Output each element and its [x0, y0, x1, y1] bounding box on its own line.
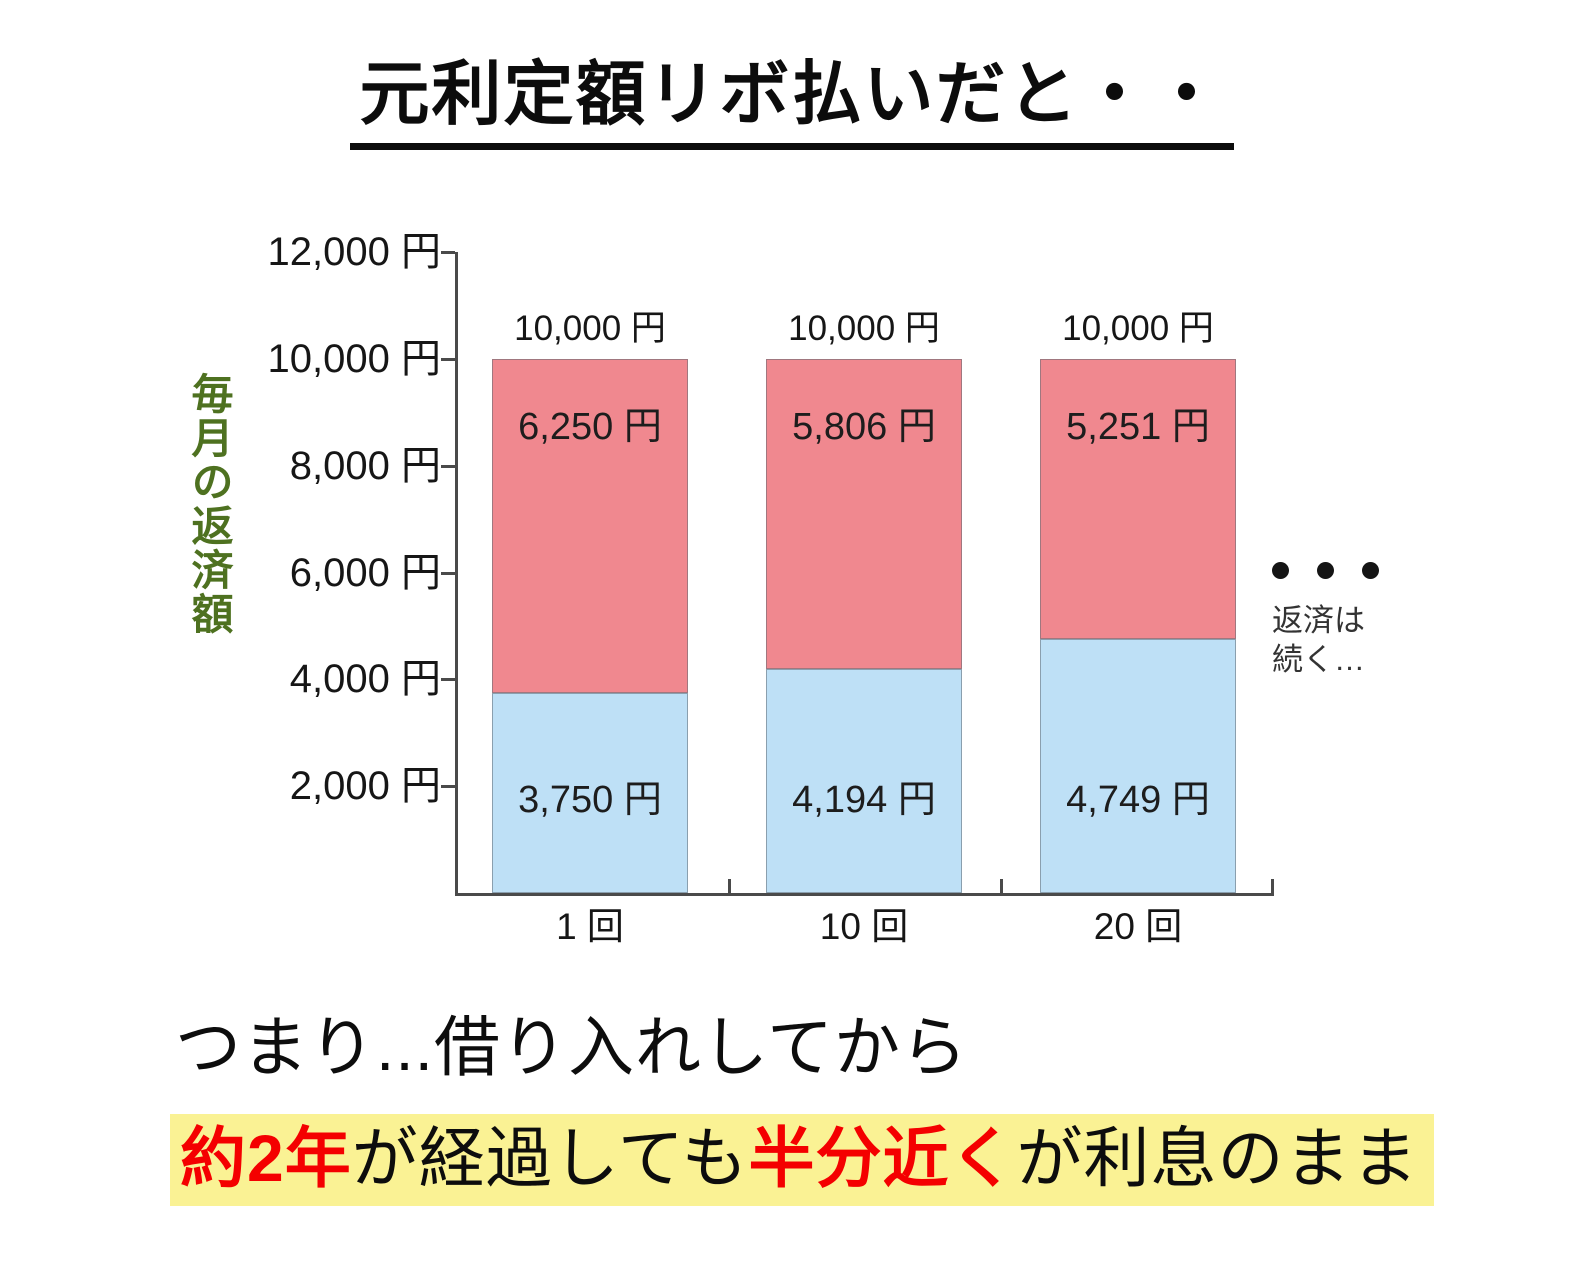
dot-icon [1317, 562, 1334, 579]
y-tick-mark [441, 357, 455, 361]
x-tick-mark [728, 879, 731, 893]
bar-segment-pink [492, 358, 688, 693]
pink-segment-value-label: 5,251 円 [1066, 405, 1210, 448]
bar-total-label: 10,000 円 [1062, 308, 1214, 348]
bar-total-label: 10,000 円 [514, 308, 666, 348]
y-tick-label: 10,000 円 [267, 336, 441, 381]
bar-segment-blue [766, 668, 962, 893]
dot-icon [1272, 562, 1289, 579]
continuation-note-line1: 返済は [1272, 603, 1365, 638]
caption-accent-2: 半分近く [748, 1121, 1017, 1195]
caption-plain-2: が利息のまま [1016, 1121, 1419, 1195]
x-category-label: 1 回 [556, 906, 624, 947]
y-tick-label: 12,000 円 [267, 230, 441, 274]
y-tick-label: 4,000 円 [289, 657, 441, 702]
y-tick-mark [441, 464, 455, 468]
caption-line2-highlight: 約2年が経過しても半分近くが利息のまま [170, 1114, 1435, 1206]
y-tick-mark [441, 678, 455, 682]
page-title: 元利定額リボ払いだと・・ [349, 56, 1234, 150]
y-tick-label: 8,000 円 [289, 443, 441, 488]
continuation-note-line2: 続く… [1272, 642, 1365, 677]
bar-segment-blue [492, 692, 688, 893]
x-tick-mark [1271, 879, 1274, 893]
x-category-label: 20 回 [1093, 906, 1183, 947]
y-tick-mark [441, 785, 455, 789]
caption-line1: つまり...借り入れしてから [175, 1010, 969, 1084]
blue-segment-value-label: 4,749 円 [1066, 779, 1210, 821]
y-axis-line [455, 252, 458, 896]
blue-segment-value-label: 4,194 円 [792, 779, 936, 821]
y-axis-title: 毎月の返済額 [186, 372, 233, 636]
bar-segment-blue [1040, 639, 1236, 893]
bar-segment-pink [1040, 358, 1236, 640]
x-axis-line [455, 893, 1274, 896]
continuation-note: 返済は 続く… [1272, 601, 1365, 679]
blue-segment-value-label: 3,750 円 [518, 779, 662, 821]
y-tick-label: 2,000 円 [289, 764, 441, 809]
y-tick-label: 6,000 円 [289, 550, 441, 595]
y-tick-mark [441, 251, 455, 254]
x-category-label: 10 回 [819, 906, 909, 947]
y-tick-mark [441, 571, 455, 575]
bar-segment-pink [766, 358, 962, 669]
caption-plain-1: が経過しても [351, 1121, 749, 1195]
dot-icon [1362, 562, 1379, 579]
pink-segment-value-label: 6,250 円 [518, 405, 662, 448]
x-tick-mark [1000, 879, 1003, 893]
title-container: 元利定額リボ払いだと・・ [0, 56, 1583, 150]
caption-accent-1: 約2年 [180, 1121, 352, 1195]
pink-segment-value-label: 5,806 円 [792, 405, 936, 448]
bar-total-label: 10,000 円 [788, 308, 940, 348]
continuation-dots [1272, 562, 1379, 579]
